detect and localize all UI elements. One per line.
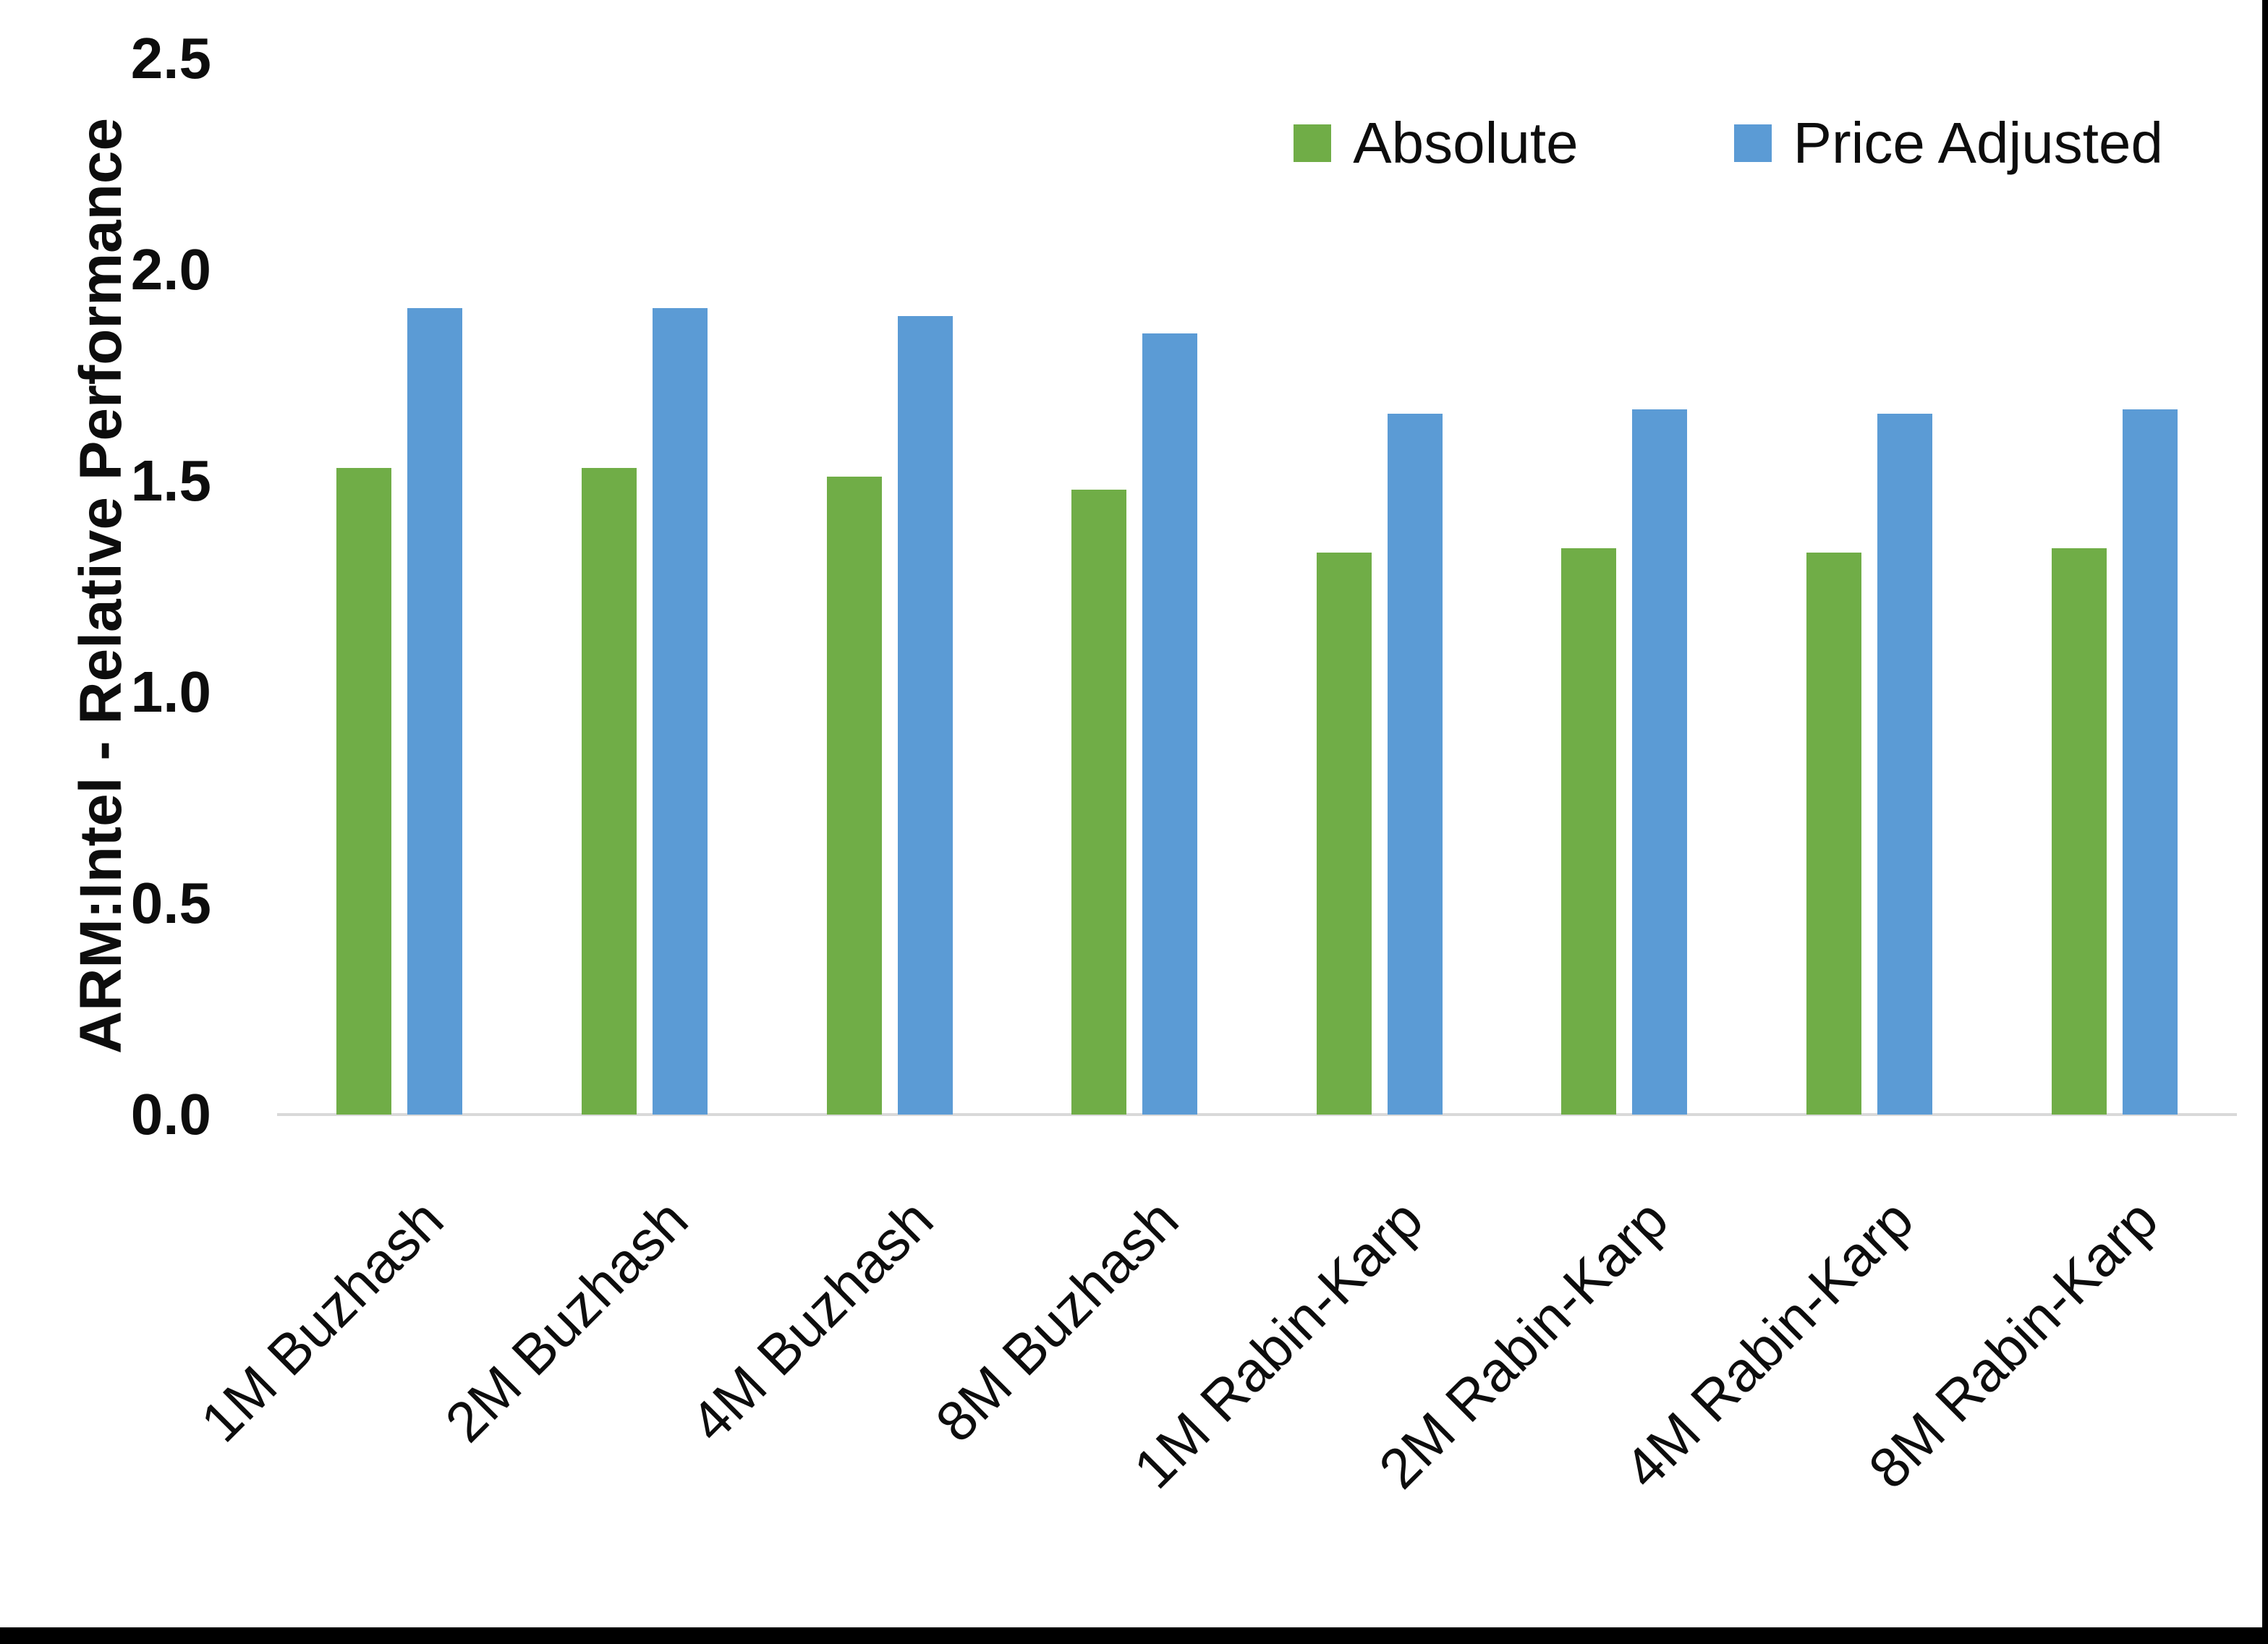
- bar-absolute-1m-buzhash: [336, 468, 392, 1115]
- bar-absolute-1m-rabin-karp: [1316, 553, 1372, 1115]
- x-axis-line: [277, 1113, 2237, 1116]
- y-tick-label-1.5: 1.5: [130, 448, 211, 513]
- x-label-4m-buzhash: 4M Buzhash: [678, 1187, 946, 1455]
- bar-absolute-4m-rabin-karp: [1806, 553, 1862, 1115]
- bar-price-adjusted-8m-rabin-karp: [2122, 409, 2178, 1115]
- y-tick-label-1.0: 1.0: [130, 660, 211, 724]
- bar-absolute-2m-buzhash: [581, 468, 637, 1115]
- bar-absolute-2m-rabin-karp: [1561, 548, 1617, 1115]
- legend-item-price-adjusted: Price Adjusted: [1733, 111, 2163, 175]
- bar-price-adjusted-1m-buzhash: [407, 308, 463, 1115]
- bar-price-adjusted-8m-buzhash: [1142, 333, 1198, 1115]
- bar-price-adjusted-4m-rabin-karp: [1877, 414, 1933, 1115]
- bar-absolute-8m-rabin-karp: [2051, 548, 2107, 1115]
- y-tick-label-2.0: 2.0: [130, 237, 211, 302]
- bar-price-adjusted-2m-rabin-karp: [1632, 409, 1688, 1115]
- legend-item-absolute: Absolute: [1294, 111, 1579, 175]
- x-label-2m-buzhash: 2M Buzhash: [433, 1187, 700, 1455]
- bar-price-adjusted-1m-rabin-karp: [1387, 414, 1443, 1115]
- legend-swatch-price-adjusted: [1733, 124, 1772, 162]
- legend-label: Absolute: [1353, 111, 1579, 175]
- bar-absolute-4m-buzhash: [826, 477, 882, 1115]
- legend-swatch-absolute: [1294, 124, 1332, 162]
- bar-absolute-8m-buzhash: [1071, 490, 1127, 1115]
- x-label-1m-buzhash: 1M Buzhash: [188, 1187, 456, 1455]
- y-tick-label-0.0: 0.0: [130, 1082, 211, 1146]
- x-label-8m-buzhash: 8M Buzhash: [923, 1187, 1190, 1455]
- bar-price-adjusted-2m-buzhash: [652, 308, 708, 1115]
- window-border-right: [2262, 0, 2268, 1644]
- y-tick-label-0.5: 0.5: [130, 871, 211, 935]
- bar-price-adjusted-4m-buzhash: [897, 316, 953, 1115]
- y-tick-label-2.5: 2.5: [130, 26, 211, 90]
- legend-label: Price Adjusted: [1793, 111, 2163, 175]
- legend: Absolute Price Adjusted: [1294, 114, 2163, 172]
- window-border-bottom: [0, 1627, 2268, 1644]
